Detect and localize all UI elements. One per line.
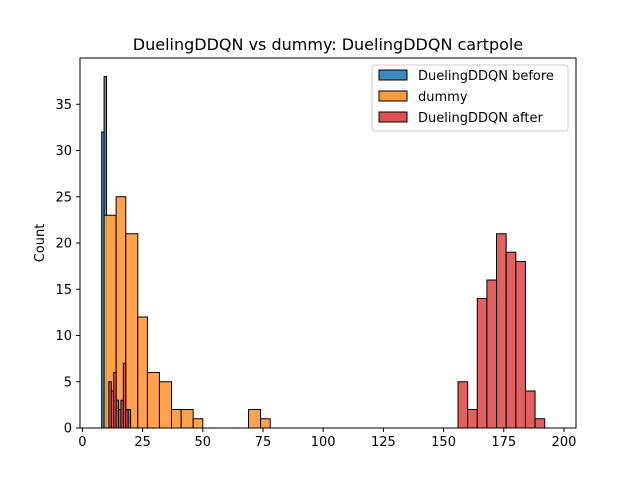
y-axis-label: Count [33, 224, 48, 263]
histogram-bar-dummy-3 [137, 316, 148, 429]
histogram-bar-dummy-10 [260, 418, 271, 429]
y-tick-label: 30 [55, 144, 72, 159]
histogram-bar-dummy-2 [125, 233, 139, 429]
y-tick-label: 10 [55, 329, 72, 344]
legend-swatch [378, 90, 408, 102]
histogram-bar-dummy-4 [146, 372, 160, 429]
legend-box [371, 64, 569, 132]
histogram-bar-dummy-7 [180, 409, 194, 429]
histogram-bar-duelingddqn-after-11 [476, 298, 488, 429]
y-tick-label: 20 [55, 237, 72, 252]
legend-swatch [378, 111, 408, 123]
chart-title: DuelingDDQN vs dummy: DuelingDDQN cartpo… [133, 35, 523, 54]
histogram-bar-duelingddqn-after-15 [515, 261, 526, 429]
x-tick-label: 175 [491, 435, 516, 450]
x-tick-label: 50 [195, 435, 212, 450]
x-tick-label: 125 [371, 435, 396, 450]
histogram-bar-dummy-5 [158, 381, 172, 429]
histogram-bar-duelingddqn-after-12 [486, 279, 498, 429]
y-tick-label: 15 [55, 283, 72, 298]
histogram-bar-duelingddqn-after-16 [524, 390, 536, 429]
y-tick-label: 0 [64, 422, 72, 437]
legend-swatch [378, 69, 408, 81]
legend-label: DuelingDDQN after [418, 111, 543, 126]
y-tick-label: 5 [64, 375, 72, 390]
y-tick-label: 25 [55, 190, 72, 205]
x-tick-label: 200 [552, 435, 577, 450]
legend: DuelingDDQN before dummy DuelingDDQN after [371, 64, 569, 132]
legend-label: DuelingDDQN before [418, 69, 554, 84]
y-tick-label: 35 [55, 98, 72, 113]
x-tick-label: 100 [311, 435, 336, 450]
x-tick-label: 75 [255, 435, 272, 450]
histogram-bar-dummy-6 [170, 409, 182, 429]
histogram-bar-duelingddqn-after-10 [467, 409, 478, 429]
legend-label: dummy [418, 90, 468, 105]
x-tick-label: 25 [134, 435, 151, 450]
x-tick-label: 0 [78, 435, 86, 450]
histogram-bar-dummy-8 [192, 418, 204, 429]
axes-layer: 0 25 50 75 100 125 150 175 200 0 5 10 15 20 25 30 35 [55, 57, 577, 450]
histogram-bar-duelingddqn-after-13 [496, 233, 507, 429]
histogram-bar-duelingddqn-after-8 [127, 409, 132, 429]
histogram-bar-dummy-9 [248, 409, 262, 429]
histogram-bar-duelingddqn-after-17 [534, 418, 546, 429]
x-tick-label: 150 [431, 435, 456, 450]
histogram-bar-duelingddqn-after-9 [457, 381, 469, 429]
histogram-bar-duelingddqn-after-14 [505, 251, 517, 429]
